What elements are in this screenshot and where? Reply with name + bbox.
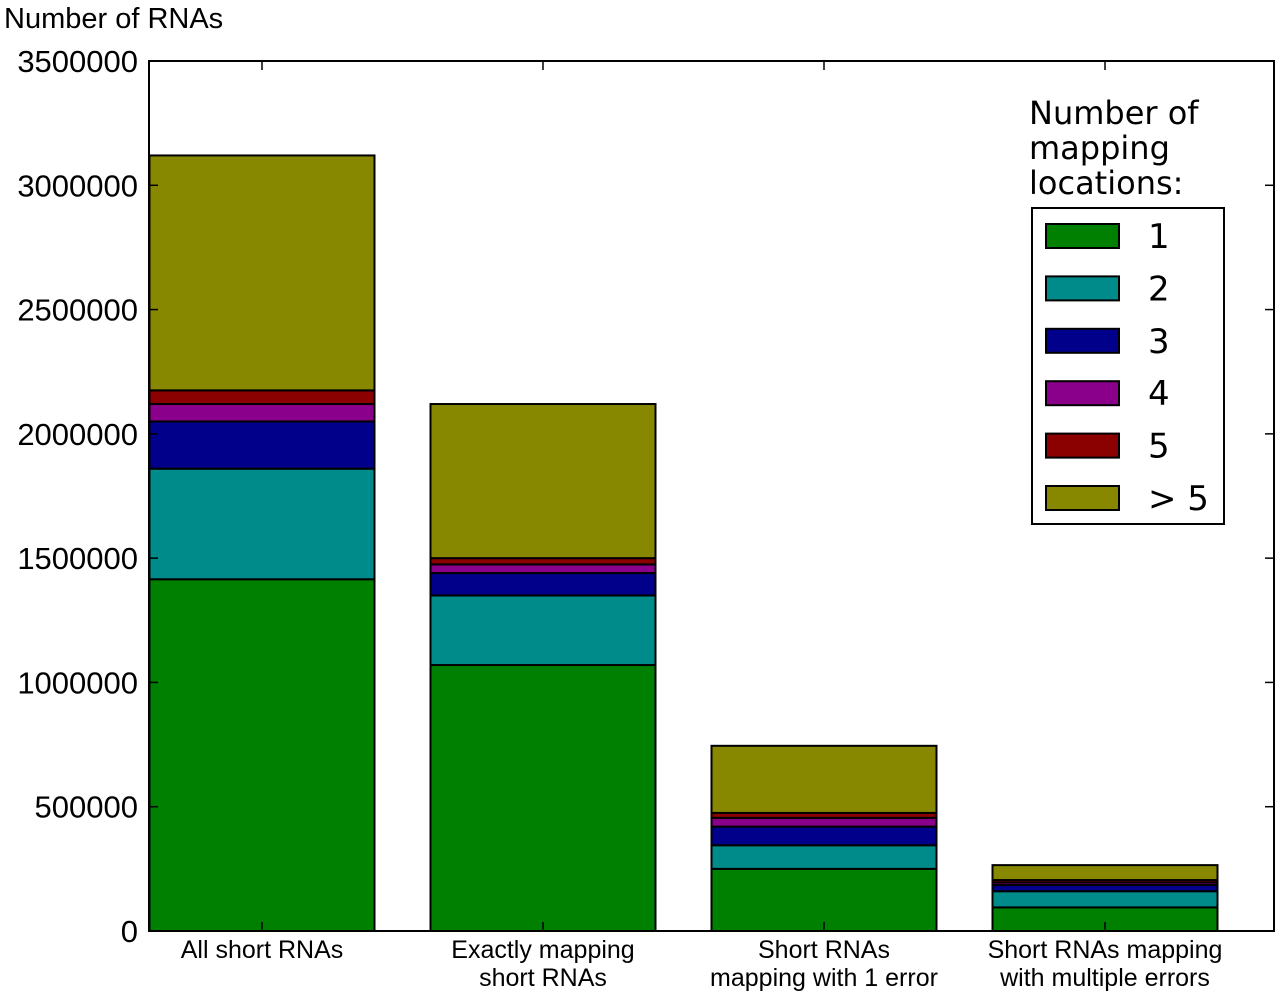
bar-segment-4-2 xyxy=(991,890,1219,909)
legend-swatch xyxy=(1045,380,1120,407)
legend-label: 1 xyxy=(1148,217,1170,257)
bar-segment-3-6 xyxy=(710,744,938,814)
bar-segment-1-6 xyxy=(148,154,376,392)
legend-title-line: mapping xyxy=(1029,129,1170,167)
bar-segment-3-1 xyxy=(710,867,938,932)
y-tick-label: 1000000 xyxy=(17,665,138,700)
x-category-label: mapping with 1 error xyxy=(710,964,938,992)
y-tick-label: 3000000 xyxy=(17,168,138,203)
bar-segment-3-2 xyxy=(710,844,938,870)
y-tick-label: 3500000 xyxy=(17,44,138,79)
y-tick-label: 0 xyxy=(121,914,138,949)
y-tick-label: 2500000 xyxy=(17,293,138,328)
x-category-label: Exactly mapping xyxy=(451,936,634,964)
bar-segment-1-5 xyxy=(148,389,376,406)
y-tick-label: 500000 xyxy=(35,790,138,825)
x-category-label: Short RNAs mapping xyxy=(988,936,1223,964)
x-category-label: Short RNAs xyxy=(758,936,890,964)
x-category-label: All short RNAs xyxy=(181,936,344,964)
legend-label: 5 xyxy=(1148,427,1170,467)
x-category-label: short RNAs xyxy=(479,964,607,992)
bar-segment-2-2 xyxy=(429,594,657,667)
legend-title-line: Number of xyxy=(1029,94,1199,132)
legend-label: 4 xyxy=(1148,374,1170,414)
legend-swatch xyxy=(1045,485,1120,511)
y-axis-title: Number of RNAs xyxy=(4,3,223,35)
legend-title-line: locations: xyxy=(1029,164,1183,202)
plot-frame xyxy=(148,60,1275,932)
bar-segment-1-2 xyxy=(148,467,376,581)
legend-box xyxy=(1031,207,1225,525)
legend-label: 3 xyxy=(1148,322,1170,362)
bar-segment-1-1 xyxy=(148,578,376,932)
bar-segment-1-3 xyxy=(148,420,376,470)
bar-segment-2-4 xyxy=(429,563,657,575)
y-tick-label: 1500000 xyxy=(17,541,138,576)
x-category-label: with multiple errors xyxy=(999,964,1210,992)
bar-segment-1-4 xyxy=(148,403,376,423)
bar-segment-4-6 xyxy=(991,864,1219,882)
bar-segment-2-3 xyxy=(429,572,657,597)
legend-swatch xyxy=(1045,327,1120,354)
bar-segment-2-6 xyxy=(429,403,657,560)
legend-swatch xyxy=(1045,223,1120,249)
legend-swatch xyxy=(1045,432,1120,459)
bar-segment-3-4 xyxy=(710,816,938,828)
bar-segment-2-1 xyxy=(429,664,657,932)
legend-label: > 5 xyxy=(1148,479,1209,519)
y-axis-ticks: 0 500000 1000000 1500000 2000000 2500000 30000… xyxy=(17,44,1274,949)
y-tick-label: 2000000 xyxy=(17,417,138,452)
bar-segment-3-3 xyxy=(710,825,938,847)
legend-label: 2 xyxy=(1148,269,1170,309)
legend-swatch xyxy=(1045,275,1120,302)
bars-group xyxy=(148,154,1219,933)
